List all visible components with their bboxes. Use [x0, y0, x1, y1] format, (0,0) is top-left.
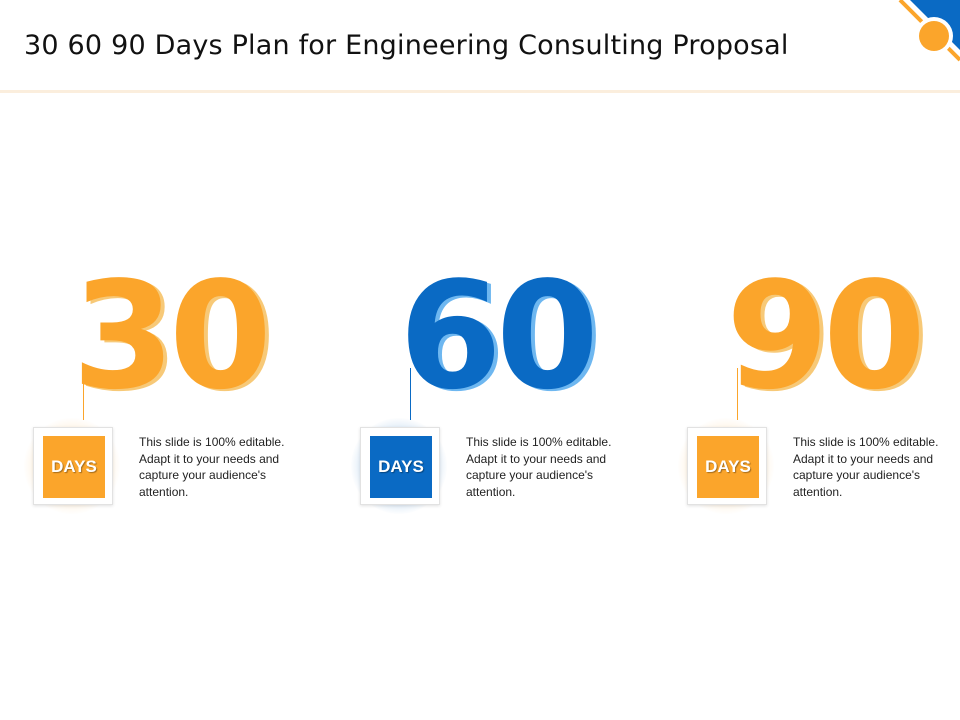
plan-number-face: 90 [726, 250, 926, 422]
days-badge-frame: DAYS [687, 427, 767, 505]
days-badge: DAYS [697, 436, 759, 498]
plan-column-90: 90 90 DAYS This slide is 100% editable. … [654, 0, 954, 720]
plan-column-60: 60 60 DAYS This slide is 100% editable. … [327, 0, 627, 720]
header-divider [0, 90, 960, 93]
plan-number: 60 60 [399, 262, 603, 412]
plan-number-shadow: 60 [403, 252, 603, 424]
plan-connector [410, 368, 411, 420]
days-badge: DAYS [370, 436, 432, 498]
plan-number-face: 60 [399, 250, 599, 422]
plan-description: This slide is 100% editable. Adapt it to… [466, 435, 612, 499]
plan-connector [737, 368, 738, 420]
days-badge: DAYS [43, 436, 105, 498]
plan-connector [83, 368, 84, 420]
plan-column-30: 30 30 DAYS This slide is 100% editable. … [0, 0, 300, 720]
corner-decoration-icon [898, 0, 960, 62]
days-badge-frame: DAYS [360, 427, 440, 505]
plan-number-shadow: 90 [730, 252, 930, 424]
plan-number: 90 90 [726, 262, 930, 412]
days-badge-frame: DAYS [33, 427, 113, 505]
plan-description: This slide is 100% editable. Adapt it to… [139, 435, 285, 499]
plan-number-shadow: 30 [76, 252, 276, 424]
slide-title: 30 60 90 Days Plan for Engineering Consu… [24, 30, 789, 61]
plan-number-face: 30 [72, 250, 272, 422]
plan-description: This slide is 100% editable. Adapt it to… [793, 435, 939, 499]
plan-number: 30 30 [72, 262, 276, 412]
